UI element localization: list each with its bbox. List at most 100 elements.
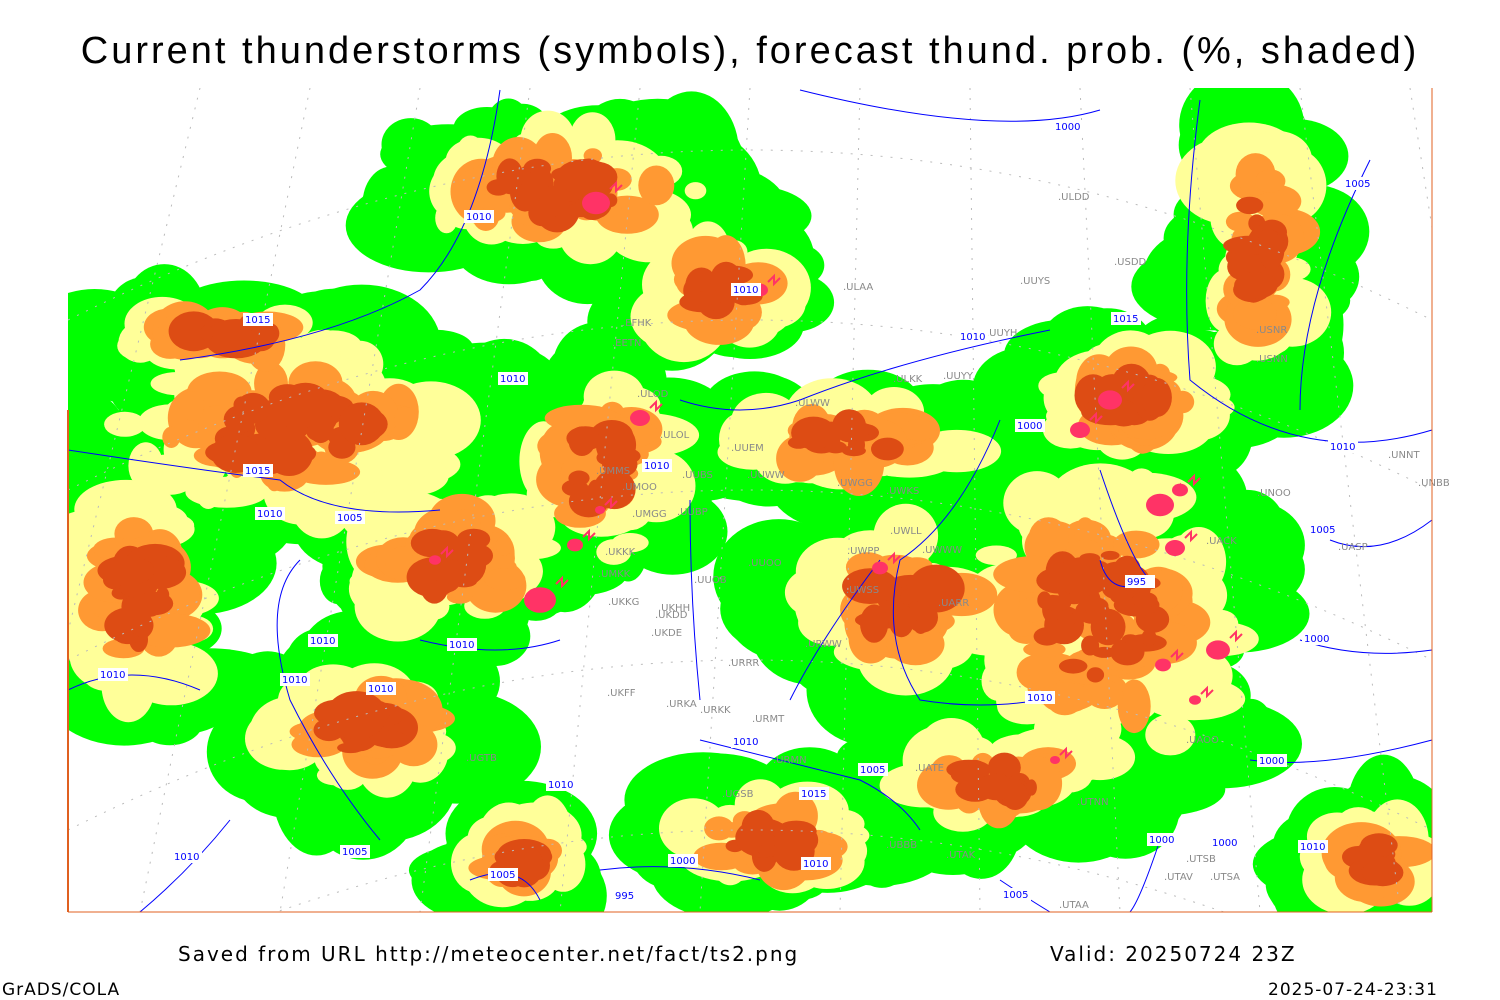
station-label: .USNR — [1256, 325, 1287, 336]
thunderstorm-flag-icon — [1170, 648, 1184, 662]
meridian — [139, 88, 311, 912]
probability-blob — [588, 479, 603, 499]
station-label: .UUYY — [943, 371, 974, 382]
isobar-label-bg — [1111, 312, 1141, 325]
probability-shading — [68, 88, 1432, 912]
station-label: .UTAV — [1164, 872, 1193, 883]
isobar-label-bg — [1308, 523, 1338, 536]
isobar-label-bg — [731, 283, 761, 296]
thunderstorm-flag-icon — [440, 545, 454, 559]
probability-blob — [1113, 374, 1135, 387]
station-label: .UKDD — [655, 610, 688, 621]
probability-blob — [116, 632, 139, 645]
thunderstorm-flag-icon — [887, 551, 901, 565]
station-label: .UMMS — [596, 466, 630, 477]
isobar-label: 1010 — [1300, 842, 1325, 853]
probability-blob — [381, 118, 441, 171]
station-label: .URRR — [728, 658, 759, 669]
station-label: .UUOO — [748, 558, 782, 569]
probability-blob — [135, 591, 174, 616]
isobar-label-bg — [1298, 840, 1328, 853]
isobar — [67, 449, 441, 513]
station-label: .UWKS — [886, 486, 919, 497]
probability-blob — [1141, 377, 1172, 418]
probability-blob — [824, 441, 847, 454]
isobar-label: 1010 — [1027, 693, 1052, 704]
thunderstorm-flag-icon — [1229, 629, 1243, 643]
station-label: .ULOL — [660, 430, 690, 441]
probability-blob — [1016, 655, 1053, 690]
parallel — [68, 149, 1432, 321]
isobar-label-bg — [642, 459, 672, 472]
probability-blob — [135, 696, 204, 746]
probability-blob — [1028, 517, 1069, 561]
meridian — [68, 88, 201, 634]
isobar-label: 1000 — [1055, 122, 1080, 133]
isobar-label: 1010 — [368, 684, 393, 695]
isobar-label: 1005 — [1003, 890, 1028, 901]
isobar-label: 1010 — [1330, 442, 1355, 453]
station-label: .UUYS — [1020, 276, 1050, 287]
station-label: .UARR — [938, 598, 969, 609]
probability-blob — [97, 555, 155, 586]
probability-blob — [1258, 229, 1278, 244]
station-label: .UNBB — [1418, 478, 1450, 489]
station-label: .UTAA — [1059, 900, 1089, 911]
probability-blob — [211, 433, 261, 473]
isobar-label-bg — [243, 313, 273, 326]
probability-blob — [1109, 586, 1129, 604]
probability-blob — [222, 471, 258, 498]
station-label: .UTSA — [1210, 872, 1240, 883]
probability-blob — [1037, 591, 1052, 609]
probability-blob — [1131, 591, 1158, 608]
probability-blob — [477, 190, 501, 210]
probability-blob — [840, 835, 868, 867]
isobar-label: 1010 — [282, 675, 307, 686]
thunderstorm-symbol — [1155, 658, 1171, 672]
isobar — [679, 329, 1051, 411]
isobar-label: 1015 — [245, 466, 270, 477]
isobar — [1299, 159, 1371, 411]
isobar — [1329, 519, 1433, 548]
probability-blob — [1362, 859, 1404, 887]
station-label: .EETN — [612, 338, 641, 349]
probability-blob — [200, 325, 214, 341]
isobar-label: 1005 — [490, 870, 515, 881]
probability-blob — [1225, 211, 1256, 232]
isobar-label-bg — [1343, 177, 1373, 190]
isobar-label-bg — [172, 850, 202, 863]
probability-blob — [434, 716, 482, 785]
station-label: .UTAK — [946, 850, 976, 861]
thunderstorm-symbol — [1172, 483, 1188, 497]
probability-blob — [1117, 679, 1151, 734]
station-label: .USDD — [1114, 257, 1147, 268]
lat-lon-grid — [68, 88, 1432, 912]
probability-blob — [568, 426, 596, 457]
probability-blob — [1234, 272, 1278, 299]
isobar-label: 1005 — [860, 765, 885, 776]
station-label: .UBBB — [886, 840, 917, 851]
probability-blob — [697, 289, 726, 305]
isobar-label: 1000 — [1017, 421, 1042, 432]
software-credit: GrADS/COLA — [2, 980, 121, 1000]
isobar-label-bg — [335, 511, 365, 524]
probability-blob — [1232, 298, 1277, 330]
thunderstorm-symbol — [1165, 540, 1185, 556]
isobar-label: 1005 — [1345, 179, 1370, 190]
isobar — [139, 819, 231, 913]
thunderstorm-symbol — [1050, 756, 1060, 764]
source-url: Saved from URL http://meteocenter.net/fa… — [178, 942, 800, 966]
probability-blob — [556, 159, 614, 194]
probability-blob — [595, 423, 637, 467]
probability-blob — [568, 470, 590, 486]
station-label: .UWWW — [922, 545, 962, 556]
probability-blob — [950, 764, 984, 785]
probability-blob — [832, 409, 866, 443]
station-label: .UUBP — [677, 507, 708, 518]
probability-blob — [104, 411, 146, 437]
isobar — [699, 739, 921, 831]
isobar-label: 1005 — [342, 847, 367, 858]
thunderstorm-flag-icon — [1200, 685, 1214, 699]
thunderstorm-flag-icon — [609, 180, 623, 194]
thunderstorm-flag-icon — [1184, 529, 1198, 543]
